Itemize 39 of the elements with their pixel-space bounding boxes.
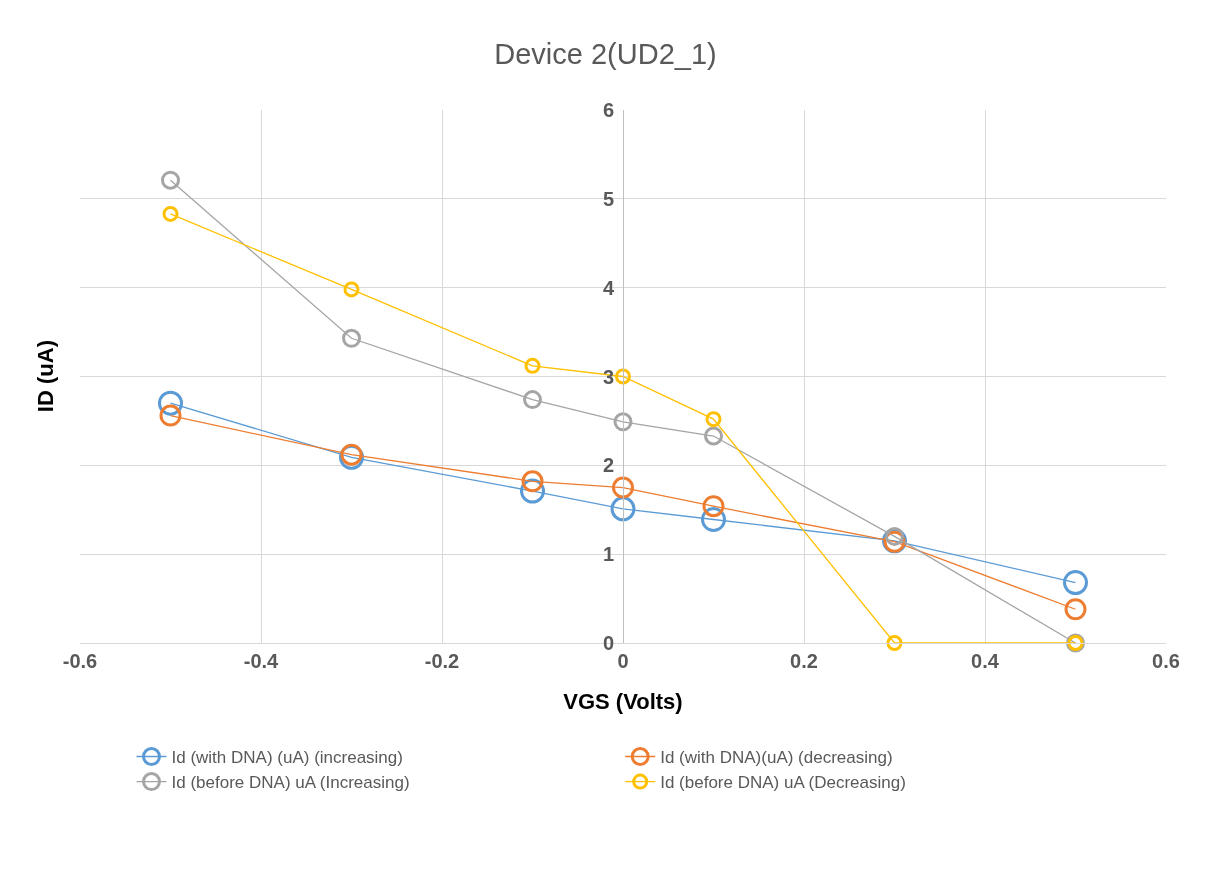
point xyxy=(610,496,636,522)
x-tick-label: 0.4 xyxy=(971,650,1000,672)
legend-label: Id (with DNA) (uA) (increasing) xyxy=(171,748,403,768)
point xyxy=(702,495,725,518)
point xyxy=(1063,570,1088,596)
point xyxy=(343,281,360,298)
point xyxy=(159,404,182,427)
point xyxy=(705,411,722,428)
point xyxy=(524,357,541,374)
legend-label: Id (before DNA) uA (Decreasing) xyxy=(660,773,906,793)
legend-label: Id (with DNA)(uA) (decreasing) xyxy=(660,748,893,768)
x-tick-label: 0.2 xyxy=(790,650,818,672)
y-tick-label: 0 xyxy=(602,632,614,654)
chart-title: Device 2(UD2_1) xyxy=(494,38,717,71)
point xyxy=(612,476,634,499)
point xyxy=(1064,598,1087,621)
x-tick-label: 0 xyxy=(617,650,629,672)
legend-label: Id (before DNA) uA (Increasing) xyxy=(171,773,410,793)
point xyxy=(162,205,179,222)
y-axis-title: ID (uA) xyxy=(33,340,59,413)
y-tick-label: 6 xyxy=(602,99,614,121)
x-tick-label: -0.4 xyxy=(243,650,280,672)
point xyxy=(701,507,726,533)
y-tick-label: 2 xyxy=(602,454,614,477)
y-tick-label: 4 xyxy=(602,276,615,299)
point xyxy=(161,170,180,190)
point xyxy=(886,635,903,651)
point xyxy=(342,328,361,348)
x-tick-label: -0.2 xyxy=(424,650,460,672)
point xyxy=(613,412,633,432)
x-tick-label: -0.6 xyxy=(62,650,98,672)
x-axis-title: VGS (Volts) xyxy=(563,688,683,714)
y-tick-label: 5 xyxy=(602,187,614,210)
y-tick-label: 1 xyxy=(602,543,614,566)
x-tick-label: 0.6 xyxy=(1152,650,1180,672)
point xyxy=(521,470,544,493)
point xyxy=(523,390,542,410)
point xyxy=(704,426,723,446)
point xyxy=(615,368,631,385)
